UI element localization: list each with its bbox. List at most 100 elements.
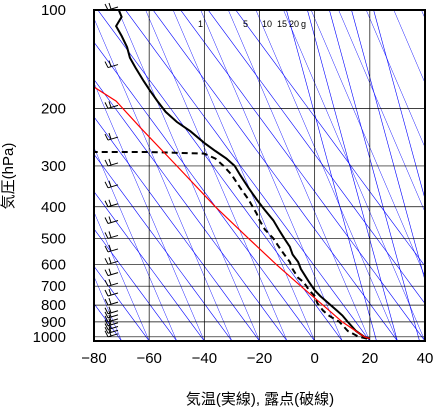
wind-barb-staff: [108, 249, 118, 252]
isotherm-line: [228, 10, 369, 341]
dry-adiabat-line: [181, 10, 425, 341]
wind-barb-staff: [108, 105, 118, 108]
wind-barb-flag: [109, 61, 111, 67]
wind-barb-flag: [105, 102, 108, 108]
wind-barb-flag: [109, 298, 111, 304]
y-tick-label: 500: [41, 230, 66, 247]
isotherm-line: [146, 10, 288, 341]
mixing-ratio-line: [286, 10, 376, 341]
wind-barb-flag: [105, 201, 108, 207]
wind-barb-staff: [108, 302, 118, 305]
wind-barb: [105, 61, 118, 68]
y-tick-label: 400: [41, 199, 66, 216]
wind-barb-flag: [105, 270, 108, 276]
wind-barb-flag: [109, 3, 111, 9]
mixing-ratio-line: [352, 10, 435, 341]
dry-adiabat-line: [98, 10, 342, 341]
wind-barb-flag: [109, 289, 111, 295]
wind-barb-staff: [108, 65, 118, 68]
x-tick-label: −20: [247, 350, 272, 367]
dry-adiabat-line: [0, 10, 177, 341]
x-tick-label: −40: [192, 350, 217, 367]
mixing-ratio-label: 1: [198, 19, 203, 29]
wind-barb-flag: [109, 159, 111, 165]
isotherm-line: [173, 10, 315, 341]
mixing-ratio-label: 5: [243, 19, 248, 29]
dry-adiabat-line: [153, 10, 397, 341]
wind-barb-staff: [108, 235, 118, 238]
x-tick-label: −80: [81, 350, 106, 367]
wind-barb-flag: [105, 290, 108, 296]
dry-adiabat-line: [125, 10, 369, 341]
wind-barb-flag: [109, 279, 111, 285]
wind-barb-flag: [109, 231, 111, 237]
wind-barb-staff: [108, 204, 118, 207]
wind-barb-flag: [105, 299, 108, 305]
isotherm-line: [394, 10, 435, 341]
wind-barb: [105, 279, 118, 286]
wind-barb-staff: [108, 334, 118, 337]
series-layer: [94, 10, 370, 339]
dry-adiabat-line: [0, 10, 232, 341]
mixing-ratio-label: 10: [262, 19, 272, 29]
wind-barb: [105, 200, 118, 207]
isotherm-line: [8, 10, 150, 341]
wind-barb: [105, 216, 118, 223]
dry-adiabat-line: [43, 10, 288, 341]
dry-adiabat-line: [0, 10, 204, 341]
wind-barb-staff: [108, 283, 118, 286]
mixing-ratio-label: 20: [289, 19, 299, 29]
isotherm-line: [421, 10, 435, 341]
isotherm-line: [311, 10, 435, 341]
isotherm-line: [284, 10, 426, 341]
dry-adiabat-line: [70, 10, 315, 341]
wind-barb-flag: [105, 217, 108, 223]
wind-barb-flag: [105, 160, 108, 166]
wind-barb-flag: [109, 257, 111, 263]
wind-barb-staff: [108, 261, 118, 264]
x-tick-label: 0: [310, 350, 318, 367]
dry-adiabat-line: [208, 10, 435, 341]
wind-barbs: [105, 3, 118, 337]
dewpoint-line: [94, 152, 367, 339]
wind-barb-staff: [108, 163, 118, 166]
x-axis-title: 気温(実線), 露点(破線): [186, 391, 334, 408]
wind-barb-staff: [108, 185, 118, 188]
isotherm-line: [118, 10, 260, 341]
mixing-ratio-label: g: [301, 19, 306, 29]
y-tick-label: 800: [41, 297, 66, 314]
y-tick-label: 1000: [33, 329, 66, 346]
wind-barb: [105, 159, 118, 166]
wind-barb: [105, 269, 118, 276]
wind-barb-flag: [105, 280, 108, 286]
wind-barb: [105, 231, 118, 238]
wind-barb-flag: [105, 258, 108, 264]
wind-barb-flag: [105, 232, 108, 238]
y-tick-label: 700: [41, 278, 66, 295]
x-tick-label: 20: [361, 350, 378, 367]
wind-barb-staff: [108, 273, 118, 276]
wind-barb: [105, 298, 118, 305]
mixing-ratio-label: 15: [277, 19, 287, 29]
y-axis-title: 気圧(hPa): [0, 143, 17, 210]
isotherm-line: [256, 10, 398, 341]
y-tick-label: 600: [41, 256, 66, 273]
mixing-ratio-line: [329, 10, 419, 341]
wind-barb: [105, 307, 118, 314]
dry-adiabat-line: [0, 10, 149, 341]
parcel-path-line: [94, 87, 370, 339]
wind-barb-flag: [109, 200, 111, 206]
dry-adiabat-line: [236, 10, 435, 341]
x-tick-label: 40: [417, 350, 434, 367]
isotherm-line: [63, 10, 205, 341]
wind-barb: [105, 101, 118, 108]
wind-barb: [105, 3, 118, 10]
isotherm-line: [339, 10, 435, 341]
y-tick-label: 200: [41, 100, 66, 117]
grid: [94, 10, 425, 341]
wind-barb-flag: [109, 269, 111, 275]
